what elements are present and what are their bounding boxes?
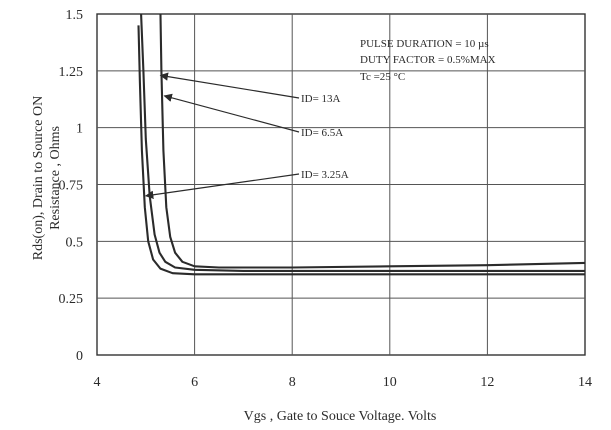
x-tick-label: 4 [94, 375, 101, 390]
grid [96, 13, 586, 356]
x-tick-label: 12 [480, 375, 494, 390]
y-axis-title-line-2: Resistance , Ohms [48, 126, 63, 230]
test-conditions-note: PULSE DURATION = 10 µs DUTY FACTOR = 0.5… [360, 38, 496, 83]
series-arrow-3 [144, 173, 300, 199]
series-labels: ID= 13A ID= 6.5A ID= 3.25A [144, 72, 349, 199]
y-tick-label: 1 [76, 122, 83, 137]
y-axis-title-line-1: Rds(on), Drain to Source ON [31, 96, 46, 260]
note-line-2: DUTY FACTOR = 0.5%MAX [360, 54, 496, 66]
note-line-3: Tc =25 °C [360, 71, 405, 83]
y-tick-label: 0 [76, 349, 83, 364]
series-line-2 [140, 14, 585, 272]
axis-titles: Vgs , Gate to Souce Voltage. Volts Rds(o… [31, 96, 436, 424]
y-tick-label: 0.75 [59, 179, 84, 194]
x-tick-label: 10 [383, 375, 397, 390]
x-tick-label: 14 [578, 375, 592, 390]
series-arrow-1 [159, 72, 300, 99]
series-label-3: ID= 3.25A [301, 169, 349, 181]
y-tick-label: 1.5 [66, 8, 84, 23]
x-tick-label: 6 [191, 375, 198, 390]
note-line-1: PULSE DURATION = 10 µs [360, 38, 489, 50]
tick-labels: 4 6 8 10 12 14 0 0.25 0.5 0.75 1 1.25 1.5 [59, 8, 593, 390]
y-tick-label: 0.5 [66, 235, 84, 250]
series-line-3 [137, 25, 585, 276]
y-tick-label: 1.25 [59, 65, 84, 80]
series-line-1 [159, 14, 585, 269]
series-label-2: ID= 6.5A [301, 127, 343, 139]
curves [137, 14, 585, 276]
series-arrow-2 [163, 93, 300, 133]
series-label-1: ID= 13A [301, 93, 341, 105]
x-axis-title: Vgs , Gate to Souce Voltage. Volts [244, 409, 437, 424]
y-tick-label: 0.25 [59, 292, 84, 307]
x-tick-label: 8 [289, 375, 296, 390]
